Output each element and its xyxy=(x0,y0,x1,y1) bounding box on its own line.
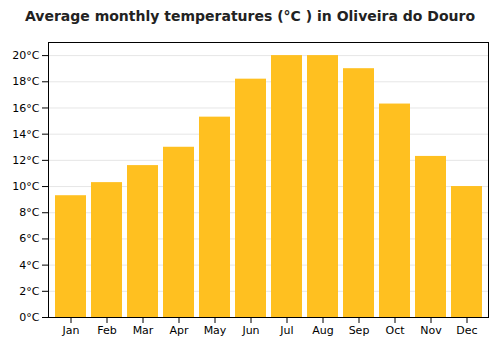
svg-text:Jun: Jun xyxy=(241,324,259,337)
svg-text:10°C: 10°C xyxy=(12,180,39,193)
svg-text:Apr: Apr xyxy=(169,324,189,337)
svg-text:Feb: Feb xyxy=(97,324,116,337)
svg-text:2°C: 2°C xyxy=(19,285,39,298)
svg-text:6°C: 6°C xyxy=(19,232,39,245)
svg-text:Sep: Sep xyxy=(349,324,370,337)
svg-text:Oct: Oct xyxy=(385,324,405,337)
svg-text:Jul: Jul xyxy=(279,324,293,337)
svg-text:4°C: 4°C xyxy=(19,259,39,272)
svg-text:16°C: 16°C xyxy=(12,101,39,114)
svg-text:Jan: Jan xyxy=(62,324,80,337)
svg-text:12°C: 12°C xyxy=(12,154,39,167)
svg-text:May: May xyxy=(204,324,227,337)
svg-text:20°C: 20°C xyxy=(12,49,39,62)
svg-text:14°C: 14°C xyxy=(12,128,39,141)
html-text:Average monthly temperatures (: Average monthly temperatures (°C ) in Ol… xyxy=(25,8,475,24)
svg-text:Mar: Mar xyxy=(133,324,154,337)
svg-text:0°C: 0°C xyxy=(19,311,39,324)
svg-text:Aug: Aug xyxy=(312,324,333,337)
svg-text:Dec: Dec xyxy=(456,324,477,337)
svg-text:18°C: 18°C xyxy=(12,75,39,88)
svg-text:8°C: 8°C xyxy=(19,206,39,219)
svg-text:Nov: Nov xyxy=(420,324,442,337)
